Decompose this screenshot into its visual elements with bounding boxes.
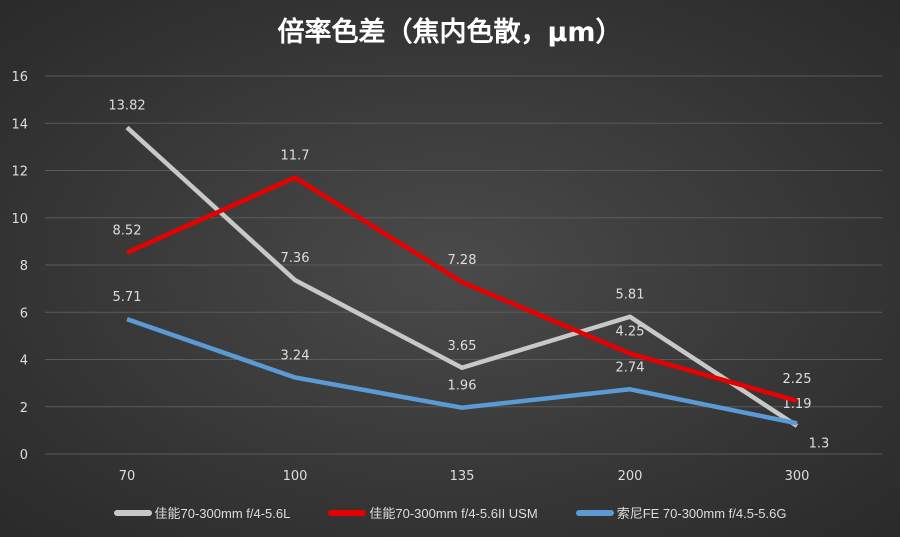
data-label: 2.74: [616, 360, 645, 375]
y-tick-label: 10: [11, 212, 28, 227]
series-line-0: [125, 125, 799, 428]
data-label: 7.36: [281, 251, 310, 266]
data-label: 7.28: [448, 253, 477, 268]
y-tick-label: 16: [11, 70, 28, 85]
legend-swatch: [575, 509, 614, 516]
legend-item: 佳能70-300mm f/4-5.6II USM: [328, 503, 538, 522]
chart-title: 倍率色差（焦内色散，μm）: [277, 17, 623, 48]
legend-swatch: [113, 509, 152, 516]
data-label: 1.96: [448, 379, 477, 394]
legend-item: 索尼FE 70-300mm f/4.5-5.6G: [575, 503, 787, 522]
data-label: 8.52: [113, 224, 142, 239]
data-label: 2.25: [783, 372, 812, 387]
legend-label: 佳能70-300mm f/4-5.6L: [154, 506, 291, 521]
y-tick-label: 2: [20, 401, 28, 416]
y-tick-label: 14: [11, 117, 28, 132]
data-label: 5.71: [113, 290, 142, 305]
x-tick-label: 70: [119, 469, 136, 484]
data-label: 5.81: [616, 288, 645, 303]
data-label: 1.3: [809, 436, 830, 451]
y-tick-label: 12: [11, 165, 28, 180]
legend-swatch: [328, 509, 367, 516]
data-label: 3.65: [448, 339, 477, 354]
y-tick-label: 6: [20, 306, 28, 321]
series-line-1: [126, 175, 798, 404]
y-tick-label: 0: [20, 448, 28, 463]
data-label: 13.82: [108, 99, 145, 114]
y-tick-label: 4: [20, 354, 28, 369]
y-tick-label: 8: [20, 259, 28, 274]
legend-label: 索尼FE 70-300mm f/4.5-5.6G: [616, 506, 787, 521]
legend-item: 佳能70-300mm f/4-5.6L: [113, 503, 291, 522]
x-tick-label: 100: [283, 469, 308, 484]
legend-label: 佳能70-300mm f/4-5.6II USM: [369, 506, 538, 521]
data-label: 4.25: [616, 325, 645, 340]
x-tick-label: 135: [450, 469, 475, 484]
series-line-2: [126, 316, 798, 426]
data-label: 3.24: [281, 348, 310, 363]
x-tick-label: 300: [785, 469, 810, 484]
legend: 佳能70-300mm f/4-5.6L 佳能70-300mm f/4-5.6II …: [0, 503, 900, 522]
x-tick-label: 200: [618, 469, 643, 484]
data-label: 11.7: [281, 149, 310, 164]
